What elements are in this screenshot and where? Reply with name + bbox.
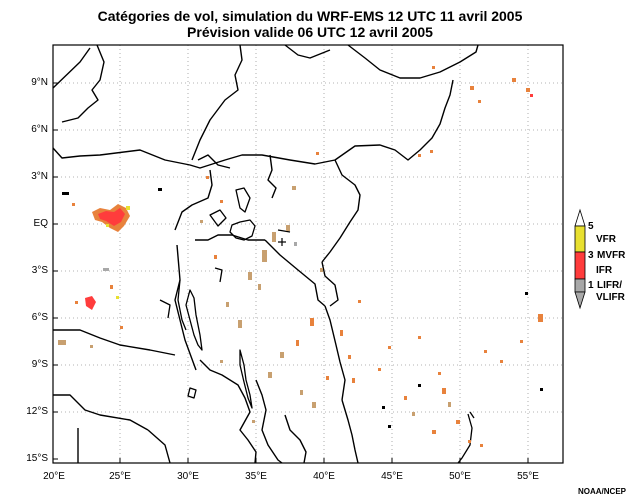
legend-label-ifr: IFR [596,265,613,276]
legend-band-vfr [574,225,586,253]
lat-label: 6°S [31,312,48,323]
legend-value-mid: 3 [588,250,594,261]
legend-label-vlifr: VLIFR [596,292,625,303]
lat-label: 15°S [26,453,48,464]
lon-label: 40°E [313,471,335,482]
legend-band-ifr [574,251,586,280]
legend-value-top: 5 [588,221,594,232]
map-frame [52,44,564,464]
lon-label: 50°E [449,471,471,482]
lat-label: EQ [33,218,48,229]
islands [62,188,543,428]
flight-category-field [58,66,543,447]
lon-label: 55°E [517,471,539,482]
lakes [159,187,291,409]
madagascar-coastline [457,411,475,464]
lon-label: 25°E [109,471,131,482]
lat-label: 6°N [31,124,48,135]
legend-arrow-top [574,208,586,227]
lon-label: 20°E [43,471,65,482]
lon-label: 35°E [245,471,267,482]
legend-colorbar [574,208,586,310]
legend-label-vfr: VFR [596,234,616,245]
lat-label: 12°S [26,406,48,417]
nairobi-plus-marker [278,238,286,246]
legend-band-lifr [574,278,586,293]
tick-marks [53,82,529,463]
lat-label: 9°S [31,359,48,370]
legend-label-mvfr: MVFR [597,250,626,261]
lat-label: 3°N [31,171,48,182]
legend-arrow-bottom [574,291,586,310]
map-title: Catégories de vol, simulation du WRF-EMS… [97,8,523,24]
lon-label: 30°E [177,471,199,482]
country-borders [52,44,479,464]
graticule [53,45,563,463]
map-subtitle: Prévision valide 06 UTC 12 avril 2005 [187,24,433,40]
lon-label: 45°E [381,471,403,482]
legend-value-low: 1 [588,280,594,291]
lat-label: 3°S [31,265,48,276]
legend-label-lifr: LIFR/ [597,280,622,291]
credit-text: NOAA/NCEP [578,487,627,496]
lat-label: 9°N [31,77,48,88]
